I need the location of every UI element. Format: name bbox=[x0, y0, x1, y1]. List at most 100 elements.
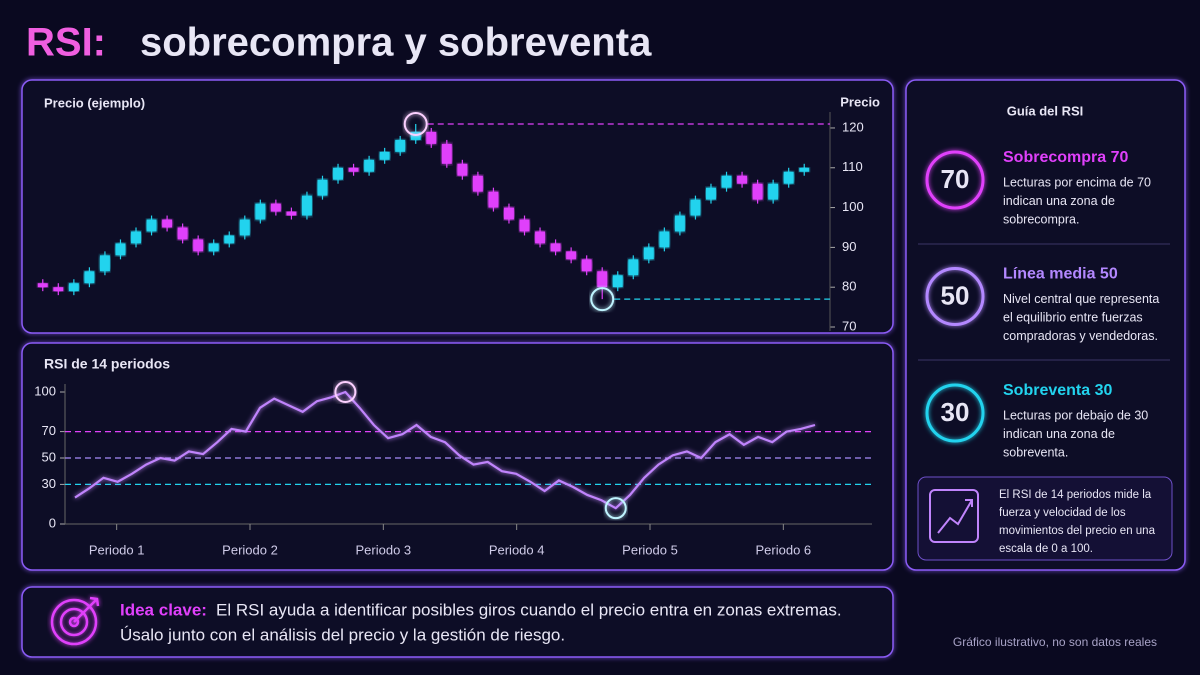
candle-body bbox=[131, 231, 141, 244]
candle-body bbox=[752, 183, 763, 200]
candle-body bbox=[115, 243, 126, 256]
candle-body bbox=[146, 219, 157, 232]
note-text: movimientos del precio en una bbox=[999, 525, 1156, 537]
candle-body bbox=[177, 227, 188, 240]
candle-body bbox=[643, 247, 654, 260]
price-panel bbox=[21, 79, 894, 334]
badge bbox=[925, 267, 985, 326]
guide-title: Guía del RSI bbox=[1007, 103, 1084, 118]
y-tick-label: 120 bbox=[842, 119, 864, 134]
key-text: El RSI ayuda a identificar posibles giro… bbox=[216, 600, 842, 619]
candle-body bbox=[597, 271, 608, 288]
y-tick-label: 50 bbox=[42, 449, 56, 464]
item-text: indican una zona de bbox=[1003, 194, 1115, 208]
item-title: Línea media 50 bbox=[1003, 266, 1118, 283]
candle-body bbox=[519, 219, 530, 232]
item-title: Sobrecompra 70 bbox=[1003, 149, 1128, 166]
candle-body bbox=[799, 167, 810, 172]
item-text: Lecturas por encima de 70 bbox=[1003, 175, 1151, 189]
candle-body bbox=[208, 243, 219, 252]
candle-body bbox=[239, 219, 250, 236]
y-tick-label: 70 bbox=[842, 318, 856, 333]
key-panel bbox=[21, 586, 894, 658]
candle-body bbox=[317, 179, 328, 196]
candle-body bbox=[68, 283, 79, 292]
candle-body bbox=[364, 159, 375, 172]
footnote: Gráfico ilustrativo, no son datos reales bbox=[953, 635, 1157, 649]
y-tick-label: 80 bbox=[842, 279, 856, 294]
x-tick-label: Periodo 1 bbox=[89, 542, 145, 557]
candle-body bbox=[503, 207, 514, 220]
extreme-marker bbox=[590, 287, 615, 312]
note-text: escala de 0 a 100. bbox=[999, 543, 1093, 555]
note-text: El RSI de 14 periodos mide la bbox=[999, 489, 1152, 501]
title-prefix: RSI: bbox=[26, 21, 106, 65]
candle-body bbox=[224, 235, 235, 244]
y-tick-label: 90 bbox=[842, 239, 856, 254]
price-axis-label: Precio bbox=[840, 94, 880, 109]
item-text: Lecturas por debajo de 30 bbox=[1003, 408, 1148, 422]
candle-body bbox=[441, 143, 452, 164]
y-tick-label: 0 bbox=[49, 515, 56, 530]
rsi-title: RSI de 14 periodos bbox=[44, 356, 170, 372]
candle-body bbox=[84, 271, 95, 284]
extreme-marker bbox=[604, 497, 627, 520]
y-tick-label: 100 bbox=[842, 199, 864, 214]
guide-panel bbox=[905, 79, 1186, 571]
y-tick-label: 110 bbox=[842, 159, 863, 174]
badge-label: 50 bbox=[941, 280, 970, 310]
candle-body bbox=[53, 287, 64, 292]
x-tick-label: Periodo 6 bbox=[756, 542, 812, 557]
item-text: sobreventa. bbox=[1003, 445, 1068, 459]
rsi-line bbox=[74, 390, 816, 510]
candle-body bbox=[286, 211, 297, 216]
candle-body bbox=[37, 283, 48, 288]
candle-body bbox=[737, 175, 748, 184]
y-tick-label: 70 bbox=[42, 423, 56, 438]
note-box bbox=[917, 476, 1173, 561]
y-tick-label: 100 bbox=[34, 383, 56, 398]
item-text: el equilibrio entre fuerzas bbox=[1003, 310, 1143, 324]
candle-body bbox=[706, 187, 716, 200]
badge bbox=[925, 383, 985, 443]
item-text: indican una zona de bbox=[1003, 427, 1115, 441]
badge-label: 70 bbox=[941, 164, 970, 194]
title: sobrecompra y sobreventa bbox=[140, 21, 652, 65]
badge-label: 30 bbox=[941, 397, 970, 427]
candle-body bbox=[457, 163, 468, 176]
candle-body bbox=[488, 191, 499, 208]
extreme-marker bbox=[403, 111, 428, 136]
candle-body bbox=[721, 175, 732, 188]
candle-body bbox=[301, 195, 312, 216]
candle-body bbox=[472, 175, 483, 192]
target-icon bbox=[50, 596, 100, 646]
candle-body bbox=[581, 259, 592, 272]
candle-body bbox=[659, 231, 670, 248]
candle-body bbox=[162, 219, 173, 228]
candle-body bbox=[426, 131, 437, 144]
extreme-marker bbox=[334, 381, 357, 403]
candle-body bbox=[690, 199, 701, 216]
key-label: Idea clave: bbox=[120, 600, 207, 619]
candle-body bbox=[674, 215, 685, 232]
candle-body bbox=[628, 259, 639, 276]
candle-body bbox=[333, 167, 344, 180]
candle-body bbox=[783, 171, 794, 184]
badge bbox=[925, 150, 985, 210]
chart-icon bbox=[929, 489, 979, 543]
candle-body bbox=[255, 203, 266, 220]
x-tick-label: Periodo 3 bbox=[356, 542, 412, 557]
item-title: Sobreventa 30 bbox=[1003, 382, 1112, 399]
candle-body bbox=[270, 203, 281, 212]
x-tick-label: Periodo 5 bbox=[622, 542, 678, 557]
item-text: Nivel central que representa bbox=[1003, 292, 1159, 306]
candle-body bbox=[612, 275, 623, 288]
key-text: Úsalo junto con el análisis del precio y… bbox=[120, 625, 565, 644]
note-text: fuerza y velocidad de los bbox=[999, 507, 1126, 519]
candle-body bbox=[550, 243, 561, 252]
x-tick-label: Periodo 4 bbox=[489, 542, 545, 557]
candle-body bbox=[395, 139, 406, 152]
candle-body bbox=[566, 251, 577, 260]
